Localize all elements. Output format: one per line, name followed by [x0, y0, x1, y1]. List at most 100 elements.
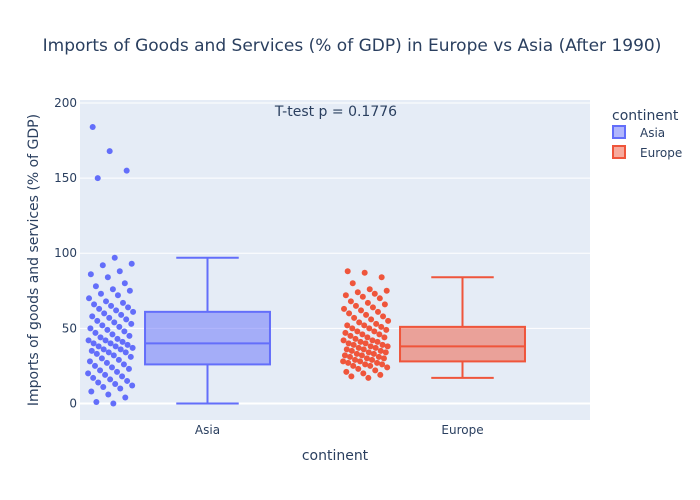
x-tick-labels: Asia Europe: [195, 423, 484, 437]
legend-item-asia[interactable]: Asia: [612, 125, 665, 140]
data-point-europe: [369, 304, 376, 311]
data-point-asia: [100, 383, 107, 390]
data-point-europe: [340, 337, 347, 344]
data-point-asia: [88, 347, 95, 354]
data-point-europe: [355, 365, 362, 372]
data-point-asia: [120, 361, 127, 368]
data-point-europe: [361, 322, 368, 329]
data-point-asia: [94, 175, 101, 182]
data-point-europe: [383, 287, 390, 294]
y-tick-label: 0: [69, 396, 77, 410]
data-point-asia: [104, 326, 111, 333]
data-point-asia: [117, 385, 124, 392]
data-point-asia: [129, 344, 136, 351]
data-point-europe: [362, 340, 369, 347]
box-traces: [85, 124, 526, 407]
data-point-asia: [97, 334, 104, 341]
data-point-europe: [357, 338, 364, 345]
data-point-asia: [121, 280, 128, 287]
data-point-asia: [116, 268, 123, 275]
data-point-europe: [348, 373, 355, 380]
data-point-europe: [348, 347, 355, 354]
data-point-asia: [105, 391, 112, 398]
data-point-asia: [126, 332, 133, 339]
data-point-asia: [89, 313, 96, 320]
data-point-asia: [96, 305, 103, 312]
data-point-asia: [107, 376, 114, 383]
data-point-europe: [377, 347, 384, 354]
data-point-asia: [119, 373, 126, 380]
x-axis-title: continent: [302, 448, 369, 464]
data-point-europe: [354, 289, 361, 296]
data-point-europe: [379, 341, 386, 348]
data-point-asia: [122, 394, 129, 401]
data-point-asia: [114, 292, 121, 299]
data-point-europe: [347, 298, 354, 305]
data-point-europe: [359, 331, 366, 338]
data-point-asia: [117, 346, 124, 353]
data-point-asia: [86, 295, 93, 302]
data-point-asia: [93, 350, 100, 357]
data-point-asia: [91, 301, 98, 308]
data-point-europe: [364, 299, 371, 306]
data-point-europe: [381, 301, 388, 308]
data-point-europe: [352, 302, 359, 309]
data-point-europe: [358, 307, 365, 314]
data-point-europe: [344, 322, 351, 329]
data-point-asia: [100, 346, 107, 353]
data-point-asia: [122, 349, 129, 356]
data-point-asia: [106, 148, 113, 155]
data-point-asia: [85, 337, 92, 344]
data-point-asia: [102, 371, 109, 378]
data-point-asia: [115, 356, 122, 363]
data-point-europe: [377, 371, 384, 378]
data-point-europe: [351, 314, 358, 321]
data-point-asia: [119, 338, 126, 345]
data-point-asia: [110, 352, 117, 359]
legend-item-europe[interactable]: Europe: [612, 145, 682, 160]
legend-swatch-asia: [612, 125, 626, 139]
data-point-europe: [346, 310, 353, 317]
data-point-europe: [366, 286, 373, 293]
data-point-asia: [128, 260, 135, 267]
data-point-asia: [116, 323, 123, 330]
data-point-europe: [342, 329, 349, 336]
data-point-asia: [92, 329, 99, 336]
data-point-europe: [369, 337, 376, 344]
data-point-asia: [105, 349, 112, 356]
data-point-europe: [350, 341, 357, 348]
data-point-asia: [127, 353, 134, 360]
data-point-europe: [343, 368, 350, 375]
data-point-europe: [381, 334, 388, 341]
y-axis-title: Imports of goods and services (% of GDP): [26, 114, 42, 406]
legend: continent Asia Europe: [612, 108, 682, 160]
data-point-europe: [378, 274, 385, 281]
data-point-europe: [368, 316, 375, 323]
data-point-europe: [341, 305, 348, 312]
data-point-asia: [97, 290, 104, 297]
data-point-europe: [346, 353, 353, 360]
legend-label-asia: Asia: [640, 126, 665, 140]
data-point-asia: [114, 335, 121, 342]
chart-title: Imports of Goods and Services (% of GDP)…: [43, 36, 662, 56]
data-point-asia: [126, 287, 133, 294]
data-point-asia: [89, 124, 96, 131]
data-point-europe: [347, 332, 354, 339]
data-point-europe: [384, 343, 391, 350]
data-point-europe: [363, 355, 370, 362]
data-point-asia: [124, 377, 131, 384]
data-point-europe: [357, 358, 364, 365]
data-point-asia: [103, 298, 110, 305]
data-point-europe: [349, 325, 356, 332]
data-point-europe: [349, 280, 356, 287]
data-point-asia: [108, 364, 115, 371]
data-point-europe: [358, 352, 365, 359]
data-point-europe: [341, 352, 348, 359]
data-point-asia: [103, 359, 110, 366]
data-point-asia: [87, 271, 94, 278]
data-point-asia: [98, 355, 105, 362]
data-point-europe: [345, 359, 352, 366]
data-point-asia: [112, 343, 119, 350]
data-point-europe: [379, 361, 386, 368]
legend-swatch-europe: [612, 145, 626, 159]
